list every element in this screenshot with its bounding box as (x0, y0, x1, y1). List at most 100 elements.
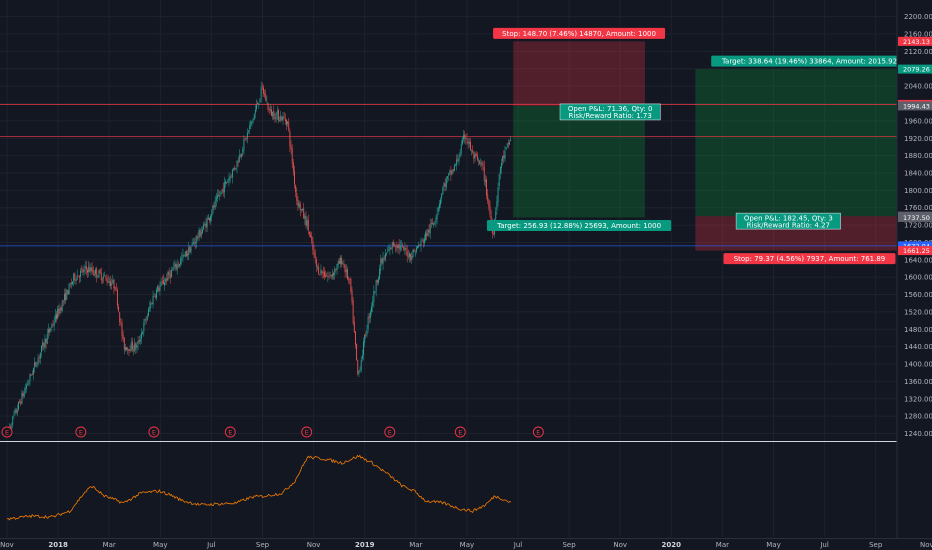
candle-body (403, 246, 405, 251)
candle-body (348, 278, 349, 280)
candle-body (189, 246, 191, 253)
earnings-marker-glyph: E (152, 429, 156, 437)
candle-body (23, 390, 25, 397)
candle-body (484, 180, 486, 182)
candle-body (267, 102, 269, 110)
candle-body (420, 240, 422, 247)
candle-body (426, 232, 428, 237)
earnings-marker (148, 426, 160, 438)
candle-body (382, 257, 384, 265)
candle-body (167, 272, 169, 281)
candle-body (417, 245, 418, 249)
candle-body (208, 217, 210, 221)
candle-body (19, 401, 21, 403)
candle-body (465, 138, 467, 140)
candle-body (296, 192, 298, 201)
candle-body (388, 249, 390, 252)
reward-zone-2 (695, 69, 924, 217)
candle-body (432, 223, 433, 225)
candle-body (181, 257, 183, 260)
candle-body (29, 373, 31, 381)
candle-body (36, 365, 38, 367)
candle-body (372, 301, 374, 307)
candle-body (472, 149, 474, 153)
candle-body (81, 269, 83, 271)
candle-body (121, 322, 123, 336)
candle-body (91, 267, 93, 272)
candle-body (311, 236, 313, 242)
candle-body (245, 138, 247, 140)
candle-body (430, 223, 432, 225)
candle-body (234, 167, 236, 170)
candle-body (273, 110, 275, 119)
candle-body (499, 166, 501, 174)
earnings-marker-glyph: E (228, 429, 232, 437)
candle-body (312, 240, 314, 251)
candle-body (422, 240, 424, 243)
candle-body (119, 312, 121, 323)
candle-body (173, 267, 175, 269)
horizontal-lines[interactable] (0, 104, 897, 247)
earnings-marker-glyph: E (388, 429, 392, 437)
candle-body (240, 155, 241, 157)
candle-body (394, 244, 395, 246)
price-tick-label: 1480.00 (904, 326, 932, 334)
candle-body (175, 264, 177, 269)
candle-body (83, 268, 85, 273)
candle-body (315, 259, 317, 267)
candle-body (507, 143, 509, 144)
candle-body (126, 347, 128, 351)
candle-body (482, 164, 484, 166)
candle-body (504, 150, 506, 160)
candle-body (151, 303, 153, 304)
candle-body (436, 213, 438, 219)
candle-body (410, 253, 412, 261)
candle-body (159, 285, 161, 291)
price-marker-1-bg (898, 36, 932, 46)
candle-body (157, 286, 159, 291)
candle-body (169, 274, 171, 278)
candle-body (253, 113, 255, 120)
earnings-marker (532, 426, 544, 438)
candle-body (489, 206, 491, 215)
candle-body (59, 308, 61, 314)
candle-body (452, 168, 454, 171)
price-tick-label: 1240.00 (904, 430, 932, 438)
candle-body (161, 281, 163, 283)
candle-body (326, 275, 328, 277)
candle-body (58, 308, 60, 314)
candle-body (135, 343, 137, 349)
earnings-marker-glyph: E (305, 429, 309, 437)
candle-body (176, 264, 178, 270)
candle-body (380, 259, 382, 271)
candle-body (405, 248, 407, 251)
candle-body (47, 329, 49, 333)
candle-body (213, 205, 215, 208)
target-label-1: Target: 256.93 (12.88%) 25693, Amount: 1… (496, 222, 661, 230)
candle-body (443, 183, 445, 187)
candle-body (364, 334, 366, 343)
candle-body (27, 383, 29, 385)
candle-body (87, 269, 88, 273)
position-boxes[interactable] (513, 41, 924, 251)
time-tick-label: Jul (513, 541, 523, 549)
candle-body (177, 265, 179, 267)
candle-body (355, 331, 356, 345)
candle-body (276, 111, 278, 115)
candle-body (261, 86, 263, 87)
position-labels: Stop: 148.70 (7.46%) 14870, Amount: 1000… (486, 27, 908, 265)
candle-body (497, 187, 499, 203)
candle-body (154, 296, 156, 298)
candle-body (164, 282, 165, 286)
candle-body (429, 224, 431, 234)
candle-body (185, 251, 187, 257)
candle-body (171, 270, 172, 277)
candle-body (80, 270, 82, 277)
candle-body (467, 140, 469, 144)
candle-body (43, 342, 45, 347)
candle-body (427, 229, 429, 236)
candle-body (314, 253, 316, 259)
pnl-box-1-bg (559, 103, 661, 121)
